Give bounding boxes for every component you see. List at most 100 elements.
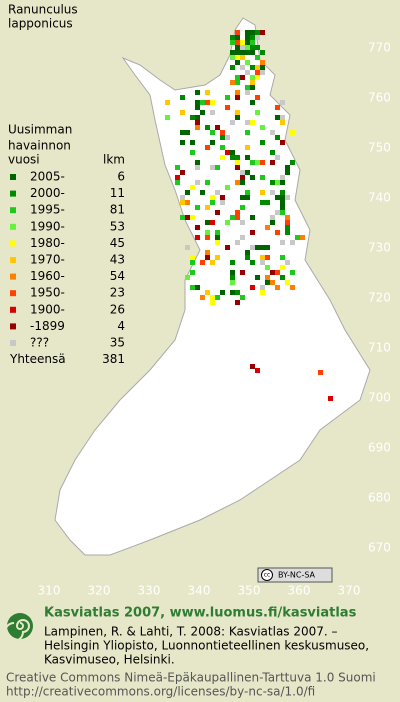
occurrence-square	[240, 270, 245, 275]
occurrence-square	[210, 100, 215, 105]
x-grid-label: 340	[188, 584, 211, 598]
occurrence-square	[185, 275, 190, 280]
legend-header: Uusimman	[8, 123, 72, 137]
legend-swatch	[10, 340, 16, 346]
occurrence-square	[290, 285, 295, 290]
occurrence-square	[255, 95, 260, 100]
occurrence-square	[225, 185, 230, 190]
occurrence-square	[235, 60, 240, 65]
occurrence-square	[205, 230, 210, 235]
occurrence-square	[165, 115, 170, 120]
occurrence-square	[250, 245, 255, 250]
legend-swatch	[10, 323, 16, 330]
occurrence-square	[235, 80, 240, 85]
occurrence-square	[235, 215, 240, 220]
occurrence-square	[195, 285, 200, 290]
x-grid-label: 330	[138, 584, 161, 598]
occurrence-square	[210, 195, 215, 200]
y-grid-label: 690	[368, 441, 391, 455]
occurrence-square	[235, 45, 240, 50]
occurrence-square	[245, 90, 250, 95]
occurrence-square	[250, 30, 255, 35]
badge-text: cc	[264, 572, 271, 579]
occurrence-square	[250, 80, 255, 85]
occurrence-square	[185, 215, 190, 220]
occurrence-square	[245, 130, 250, 135]
legend-header: havainnon	[8, 139, 71, 153]
occurrence-square	[210, 220, 215, 225]
occurrence-square	[270, 280, 275, 285]
occurrence-square	[220, 155, 225, 160]
occurrence-square	[200, 110, 205, 115]
legend-label: ???	[30, 336, 49, 350]
legend-swatch	[10, 190, 16, 197]
occurrence-square	[265, 245, 270, 250]
x-grid-label: 320	[88, 584, 111, 598]
occurrence-square	[265, 200, 270, 205]
occurrence-square	[180, 195, 185, 200]
occurrence-square	[250, 230, 255, 235]
occurrence-square	[275, 180, 280, 185]
occurrence-square	[190, 140, 195, 145]
legend-swatch	[10, 257, 16, 263]
occurrence-square	[230, 290, 235, 295]
occurrence-square	[220, 130, 225, 135]
occurrence-square	[230, 275, 235, 280]
occurrence-square	[235, 55, 240, 60]
occurrence-square	[205, 205, 210, 210]
occurrence-square	[260, 70, 265, 75]
occurrence-square	[180, 140, 185, 145]
occurrence-square	[230, 35, 235, 40]
legend-total: 381	[102, 352, 125, 366]
occurrence-square	[185, 245, 190, 250]
x-grid-label: 350	[238, 584, 261, 598]
occurrence-square	[210, 165, 215, 170]
occurrence-square	[180, 95, 185, 100]
occurrence-square	[195, 165, 200, 170]
occurrence-square	[210, 110, 215, 115]
legend-label: -1899	[30, 319, 65, 333]
occurrence-square	[220, 290, 225, 295]
occurrence-square	[285, 280, 290, 285]
occurrence-square	[280, 140, 285, 145]
occurrence-square	[210, 200, 215, 205]
occurrence-square	[260, 160, 265, 165]
occurrence-square	[250, 45, 255, 50]
occurrence-square	[240, 220, 245, 225]
legend-header: lkm	[103, 153, 125, 167]
occurrence-square	[240, 175, 245, 180]
occurrence-square	[240, 180, 245, 185]
occurrence-square	[255, 160, 260, 165]
occurrence-square	[245, 195, 250, 200]
y-grid-label: 680	[368, 491, 391, 505]
occurrence-square	[275, 115, 280, 120]
occurrence-square	[280, 195, 285, 200]
occurrence-square	[255, 245, 260, 250]
occurrence-square	[250, 35, 255, 40]
occurrence-square	[245, 50, 250, 55]
occurrence-square	[225, 135, 230, 140]
occurrence-square	[260, 200, 265, 205]
logo-mark	[7, 613, 33, 639]
occurrence-square	[270, 220, 275, 225]
occurrence-square	[270, 180, 275, 185]
occurrence-square	[250, 364, 255, 369]
occurrence-square	[280, 120, 285, 125]
occurrence-square	[250, 50, 255, 55]
occurrence-square	[210, 295, 215, 300]
occurrence-square	[245, 120, 250, 125]
occurrence-square	[270, 130, 275, 135]
cc-badge: cc BY-NC-SA	[257, 567, 333, 583]
occurrence-square	[270, 190, 275, 195]
legend-label: 1900-	[30, 302, 65, 316]
occurrence-square	[185, 130, 190, 135]
occurrence-square	[265, 265, 270, 270]
occurrence-square	[245, 145, 250, 150]
y-grid-label: 700	[368, 391, 391, 405]
x-grid-label: 310	[38, 584, 61, 598]
badge-text: BY-NC-SA	[278, 571, 316, 580]
occurrence-square	[230, 50, 235, 55]
footer-heading: Kasviatlas 2007, www.luomus.fi/kasviatla…	[44, 606, 357, 621]
legend-count: 11	[110, 186, 125, 200]
